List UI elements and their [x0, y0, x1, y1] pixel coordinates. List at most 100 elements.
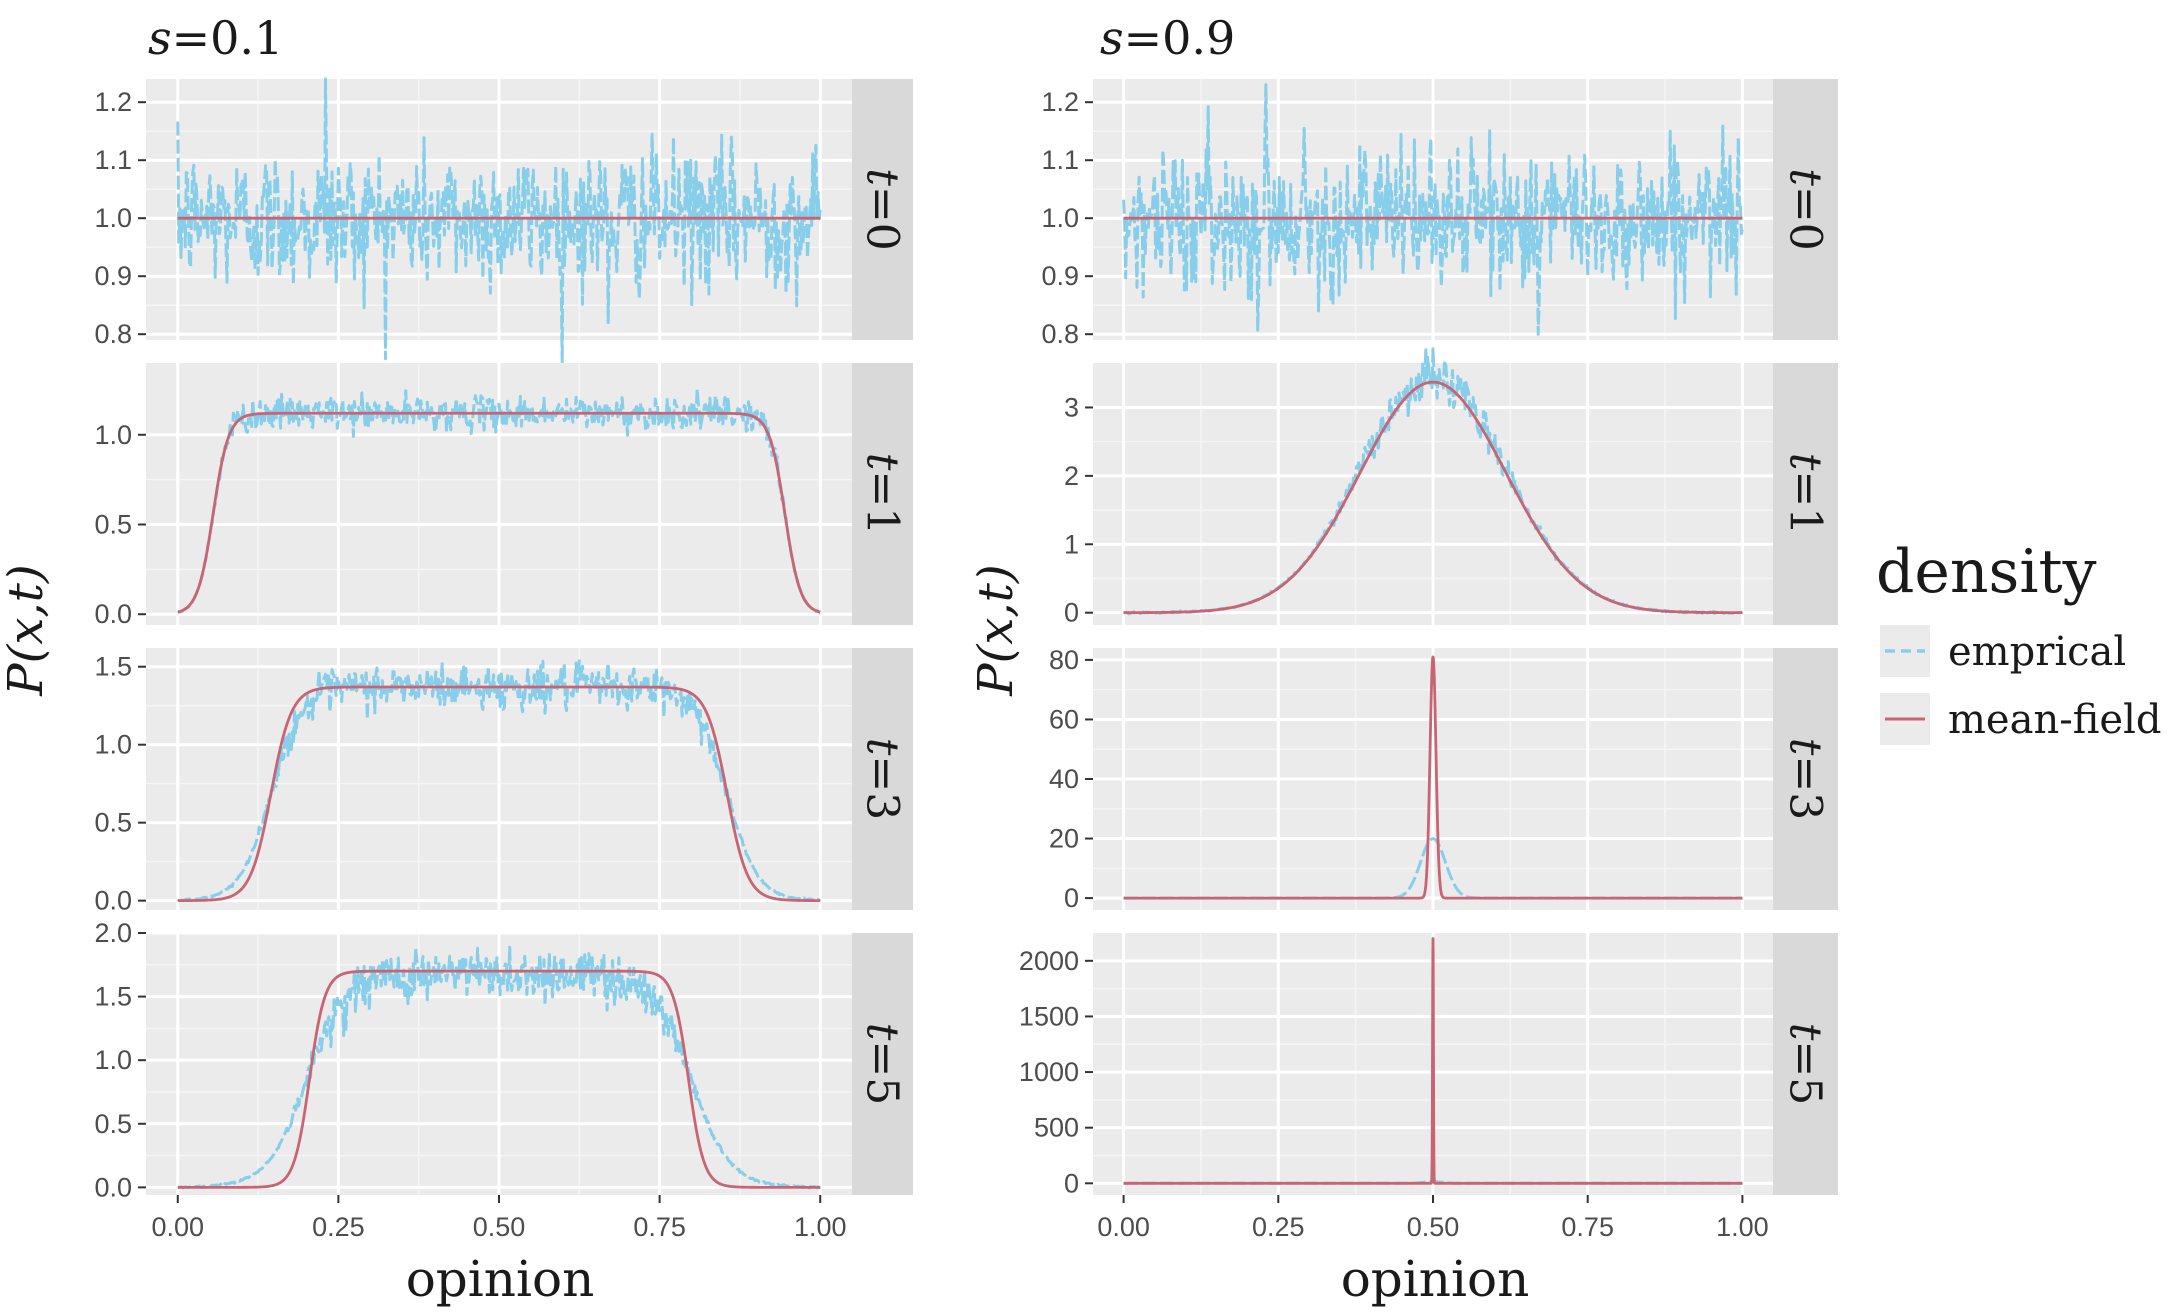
- panel-c1-t1: 0.0 0.5 1.0 t=1: [94, 363, 913, 629]
- meanfield-line: [1122, 655, 1744, 900]
- column-title-right-eq: =: [1124, 11, 1163, 65]
- y-tick-label: 1: [1064, 529, 1079, 559]
- empirical-line: [1122, 83, 1744, 336]
- panel-c1-t3: 0.0 0.5 1.0 1.5 t=3: [94, 648, 913, 916]
- legend-label-meanfield: mean-field: [1948, 697, 2161, 743]
- y-tick-label: 3: [1064, 392, 1079, 422]
- empirical-line: [176, 77, 822, 366]
- y-tick-label: 1.0: [1041, 203, 1079, 233]
- y-tick-label: 1500: [1019, 1001, 1079, 1031]
- x-tick-label: 0.00: [1097, 1212, 1150, 1242]
- y-axis-title-left: P(x,t): [0, 564, 54, 696]
- x-tick-label: 0.50: [473, 1212, 526, 1242]
- panels-layer: 0.80.91.01.11.2t=00.00.51.0t=10.00.51.01…: [94, 77, 1838, 1242]
- y-tick-label: 0.0: [94, 886, 132, 916]
- facet-strip-label: t=1: [857, 453, 908, 536]
- empirical-line: [177, 659, 821, 903]
- empirical-line: [177, 387, 821, 614]
- y-tick-label: 0: [1064, 1168, 1079, 1198]
- meanfield-line: [1122, 937, 1744, 1185]
- y-tick-label: 1000: [1019, 1057, 1079, 1087]
- column-title-right-var: s: [1100, 11, 1124, 65]
- facet-strip-label: t=5: [857, 1023, 908, 1106]
- y-tick-label: 0.5: [94, 1109, 132, 1139]
- panel-c2-t5: 0 500 1000 1500 2000 t=5 0.00 0.25 0.50 0.75 1.00: [1019, 933, 1838, 1242]
- y-tick-label: 1.5: [94, 652, 132, 682]
- legend-label-empirical: emprical: [1948, 629, 2126, 675]
- y-tick-label: 2000: [1019, 946, 1079, 976]
- y-tick-label: 0.9: [1041, 261, 1079, 291]
- y-tick-label: 1.0: [94, 203, 132, 233]
- x-axis-title-left: opinion: [406, 1250, 595, 1308]
- facet-strip: [852, 363, 913, 625]
- panel-c1-t5: 0.0 0.5 1.0 1.5 2.0 t=5 0.00 0.25 0.50 0.75 1.00: [94, 918, 913, 1242]
- facet-strip: [852, 933, 913, 1195]
- column-title-left-val: 0.1: [210, 11, 283, 65]
- x-tick-label: 0.75: [633, 1212, 686, 1242]
- y-tick-label: 0.8: [1041, 319, 1079, 349]
- y-tick-label: 0: [1064, 883, 1079, 913]
- strip-eq: =: [1780, 1040, 1831, 1077]
- strip-var: t: [1780, 738, 1831, 756]
- legend: density emprical mean-field: [1876, 537, 2161, 745]
- strip-var: t: [857, 1023, 908, 1041]
- facet-strip: [1773, 933, 1838, 1195]
- strip-var: t: [857, 738, 908, 756]
- y-tick-label: 2.0: [94, 918, 132, 948]
- strip-eq: =: [857, 1040, 908, 1077]
- column-title-left-eq: =: [172, 11, 211, 65]
- panel-c1-t0: 0.8 0.9 1.0 1.1 1.2 t=0: [94, 77, 913, 366]
- empirical-line: [177, 945, 822, 1190]
- strip-val: 1: [857, 507, 908, 535]
- strip-var: t: [857, 168, 908, 186]
- y-tick-label: 1.2: [1041, 87, 1079, 117]
- y-tick-label: 1.5: [94, 982, 132, 1012]
- x-tick-label: 0.50: [1407, 1212, 1460, 1242]
- y-tick-label: 40: [1049, 764, 1079, 794]
- meanfield-line: [177, 685, 821, 903]
- x-tick-label: 0.25: [312, 1212, 365, 1242]
- column-title-right-val: 0.9: [1162, 11, 1235, 65]
- y-tick-label: 0.0: [94, 599, 132, 629]
- column-title-right: s=0.9: [1100, 11, 1235, 65]
- facet-strip-label: t=0: [1780, 168, 1831, 251]
- facet-strip-label: t=1: [1780, 453, 1831, 536]
- column-title-left-var: s: [148, 11, 172, 65]
- y-tick-label: 500: [1034, 1113, 1079, 1143]
- facet-strip: [852, 648, 913, 910]
- strip-eq: =: [857, 186, 908, 223]
- strip-eq: =: [1780, 470, 1831, 507]
- strip-var: t: [857, 453, 908, 471]
- y-tick-label: 1.0: [94, 420, 132, 450]
- strip-val: 3: [857, 792, 908, 820]
- y-tick-label: 20: [1049, 824, 1079, 854]
- y-tick-label: 1.0: [94, 1045, 132, 1075]
- y-tick-label: 1.2: [94, 87, 132, 117]
- strip-val: 0: [1780, 223, 1831, 251]
- strip-eq: =: [857, 755, 908, 792]
- y-tick-label: 0.8: [94, 319, 132, 349]
- strip-var: t: [1780, 1023, 1831, 1041]
- x-tick-label: 0.00: [151, 1212, 204, 1242]
- x-tick-label: 1.00: [794, 1212, 847, 1242]
- y-tick-label: 1.0: [94, 730, 132, 760]
- facet-strip: [1773, 79, 1838, 340]
- facet-strip-label: t=3: [857, 738, 908, 821]
- strip-eq: =: [1780, 186, 1831, 223]
- strip-val: 5: [857, 1077, 908, 1105]
- facet-strip: [1773, 648, 1838, 910]
- strip-val: 3: [1780, 792, 1831, 820]
- x-tick-label: 0.25: [1252, 1212, 1305, 1242]
- column-title-left: s=0.1: [148, 11, 283, 65]
- strip-eq: =: [857, 470, 908, 507]
- y-tick-label: 80: [1049, 645, 1079, 675]
- strip-val: 5: [1780, 1077, 1831, 1105]
- y-tick-label: 0.5: [94, 510, 132, 540]
- facet-strip: [852, 79, 913, 340]
- strip-var: t: [1780, 168, 1831, 186]
- strip-val: 1: [1780, 507, 1831, 535]
- y-tick-label: 0: [1064, 598, 1079, 628]
- y-tick-label: 1.1: [1041, 145, 1079, 175]
